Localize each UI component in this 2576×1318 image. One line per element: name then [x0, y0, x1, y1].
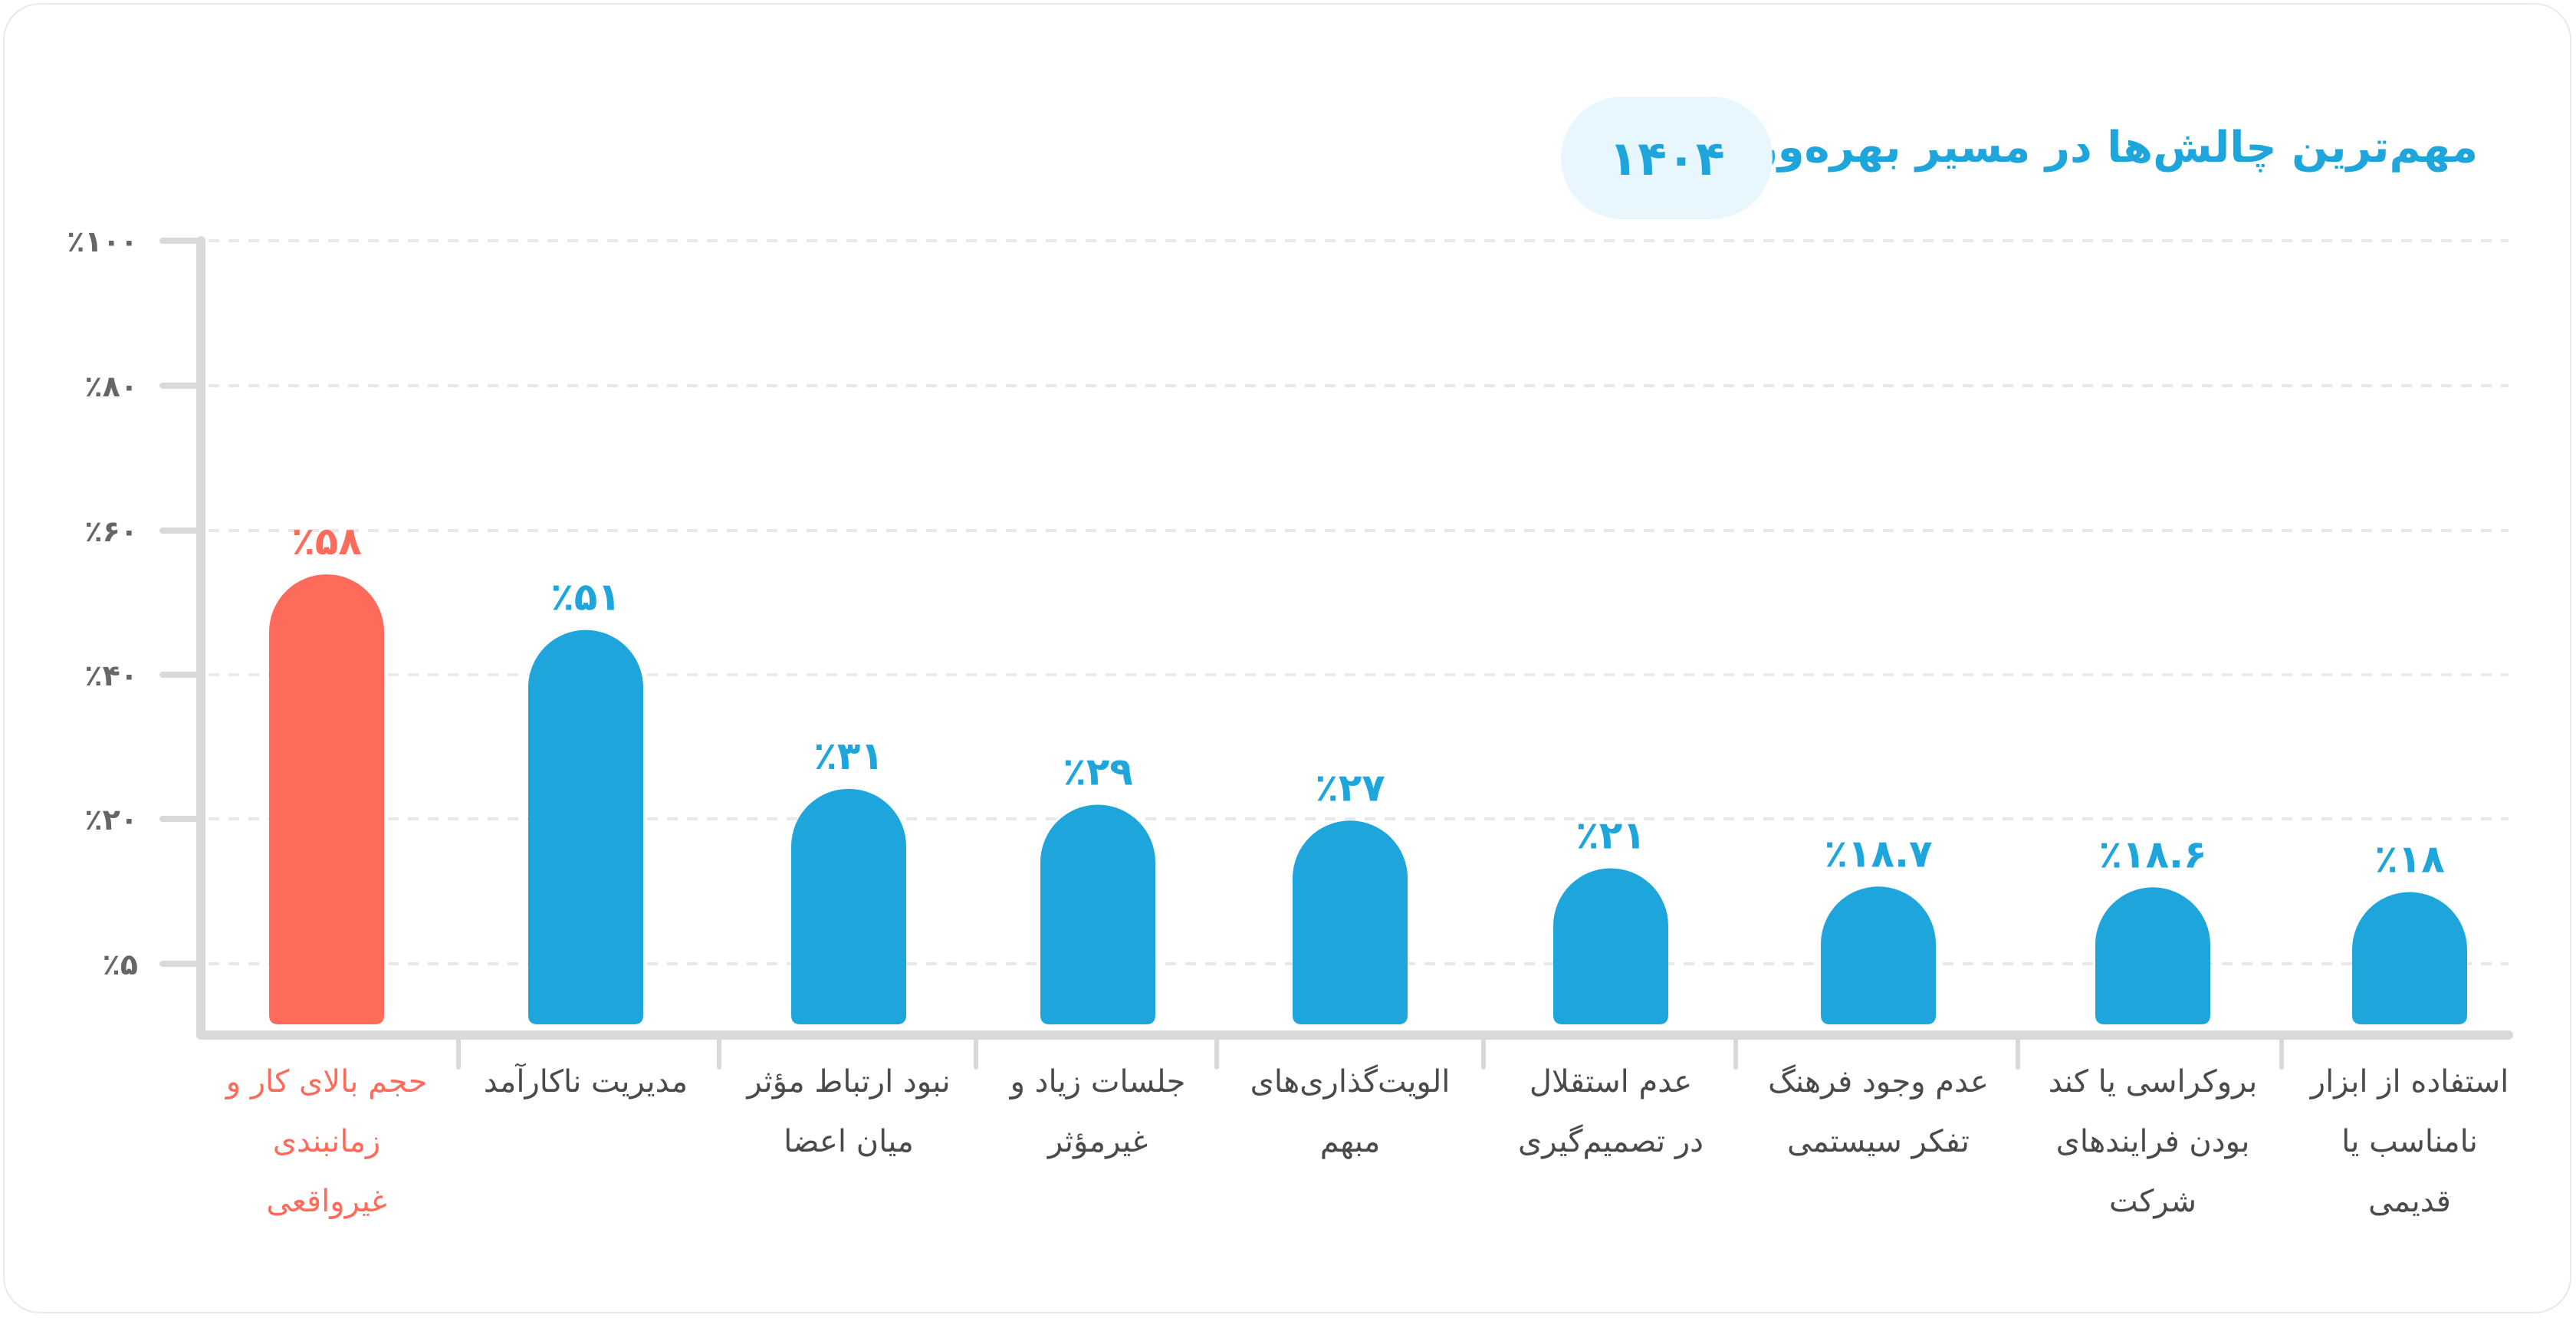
year-badge: ۱۴۰۴ — [1561, 97, 1773, 219]
bar — [1553, 868, 1668, 1024]
x-category-label: عدم وجود فرهنگ تفکر سیستمی — [1760, 1052, 1997, 1172]
bar-value-label: ٪۵۱ — [550, 575, 621, 620]
bar-value-label: ٪۲۹ — [1063, 750, 1133, 794]
x-category-label-line: جلسات زیاد و — [1010, 1064, 1186, 1099]
x-category-label-line: زمانبندی — [272, 1124, 381, 1159]
x-category-label-line: عدم استقلال — [1529, 1064, 1693, 1099]
x-category-label: جلسات زیاد و غیرمؤثر — [979, 1052, 1217, 1172]
x-category-label-line: استفاده از ابزار — [2310, 1064, 2509, 1099]
x-category-label-line: غیرمؤثر — [1047, 1124, 1148, 1159]
bar-value-label: ٪۳۱ — [813, 734, 884, 778]
bar-value-label: ٪۱۸ — [2374, 837, 2445, 882]
y-tick-label: ٪۴۰ — [84, 659, 138, 692]
x-category-label-line: عدم وجود فرهنگ — [1768, 1064, 1989, 1099]
bar-value-label: ٪۱۸.۷ — [1824, 831, 1932, 876]
y-tick-label: ٪۲۰ — [84, 803, 138, 836]
bar-value-label: ٪۱۸.۶ — [2098, 832, 2206, 876]
bar — [2095, 887, 2210, 1024]
x-category-label: عدم استقلال در تصمیم‌گیری — [1492, 1052, 1730, 1172]
chart-card: مهم‌ترین چالش‌ها در مسیر بهره‌وری ۱۴۰۴ — [3, 3, 2571, 1313]
x-category-label: استفاده از ابزار نامناسب یا قدیمی — [2291, 1052, 2528, 1231]
x-category-label: نبود ارتباط مؤثر میان اعضا — [730, 1052, 968, 1172]
x-category-label: بروکراسی یا کند بودن فرایندهای شرکت — [2034, 1052, 2272, 1231]
x-category-label-line: شرکت — [2109, 1184, 2196, 1219]
bar-value-label: ٪۵۸ — [291, 519, 362, 564]
bar-value-label: ٪۲۷ — [1315, 765, 1385, 810]
x-category-label-line: الویت‌گذاری‌های — [1250, 1064, 1451, 1099]
x-category-label-line: نبود ارتباط مؤثر — [747, 1064, 951, 1099]
bar — [528, 629, 643, 1024]
bar — [1821, 886, 1936, 1024]
x-category-label-line: حجم بالای کار و — [225, 1064, 428, 1099]
chart-title: مهم‌ترین چالش‌ها در مسیر بهره‌وری — [1714, 123, 2478, 173]
bar — [791, 788, 906, 1024]
x-category-label-line: بروکراسی یا کند — [2048, 1064, 2258, 1099]
y-tick-label: ٪۱۰۰ — [67, 225, 138, 258]
y-tick-label: ٪۶۰ — [84, 514, 138, 548]
x-category-label-line: قدیمی — [2368, 1184, 2451, 1219]
bar — [2352, 892, 2467, 1024]
x-category-label: مدیریت ناکارآمد — [467, 1052, 705, 1112]
x-category-label-line: نامناسب یا — [2341, 1124, 2478, 1159]
x-category-label-line: مدیریت ناکارآمد — [483, 1064, 688, 1099]
y-tick-label: ٪۵ — [103, 948, 138, 981]
x-category-label-line: میان اعضا — [784, 1124, 914, 1159]
bar — [269, 574, 384, 1024]
x-category-label-line: تفکر سیستمی — [1786, 1124, 1970, 1159]
x-category-label: حجم بالای کار و زمانبندی غیرواقعی — [208, 1052, 445, 1231]
y-tick-label: ٪۸۰ — [84, 370, 138, 403]
bar-value-label: ٪۲۱ — [1576, 813, 1646, 857]
x-category-label-line: در تصمیم‌گیری — [1518, 1124, 1704, 1159]
x-category-label-line: مبهم — [1319, 1124, 1381, 1159]
x-category-label: الویت‌گذاری‌های مبهم — [1231, 1052, 1469, 1172]
bar — [1293, 820, 1408, 1024]
bar — [1040, 804, 1155, 1024]
x-category-label-line: غیرواقعی — [266, 1184, 387, 1219]
x-category-label-line: بودن فرایندهای — [2055, 1124, 2250, 1159]
